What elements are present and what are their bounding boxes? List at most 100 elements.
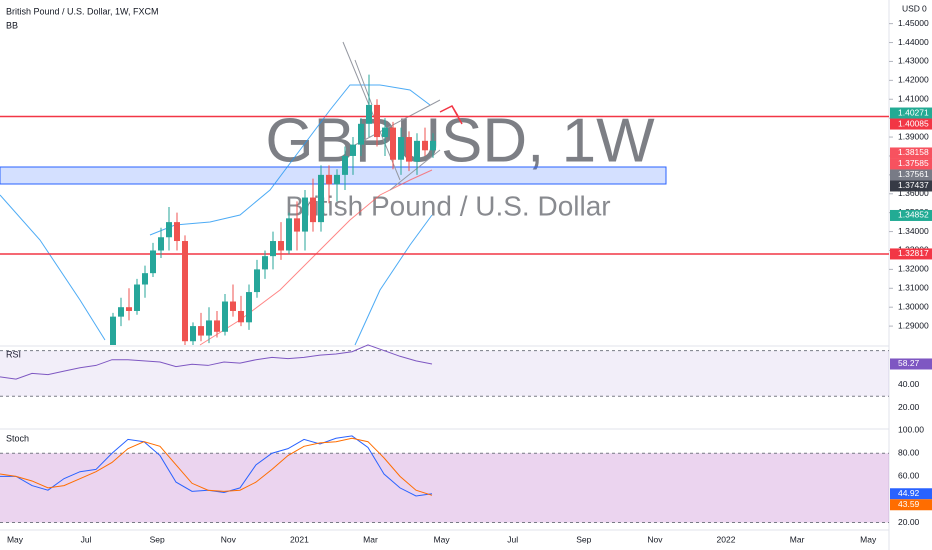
candle-body — [278, 241, 284, 251]
y-tick-label: 100.00 — [898, 424, 924, 434]
y-tick-label: 60.00 — [898, 471, 920, 481]
candle-body — [246, 292, 252, 323]
x-tick-label: Jul — [507, 534, 518, 544]
candle-body — [342, 155, 348, 175]
value-tag-label: 43.59 — [898, 499, 920, 509]
x-tick-label: Mar — [363, 534, 378, 544]
price-tag-label: 1.38158 — [898, 147, 929, 157]
y-tick-label: 1.29000 — [898, 320, 929, 330]
candle-body — [110, 316, 116, 345]
candle-body — [262, 256, 268, 270]
candle-body — [414, 140, 420, 162]
price-tag — [890, 147, 932, 159]
scale-mode[interactable]: 0 — [922, 3, 927, 13]
price-tag — [890, 180, 932, 192]
y-tick-label: 1.43000 — [898, 56, 929, 66]
candle-body — [190, 326, 196, 342]
value-tag — [890, 358, 932, 370]
x-tick-label: Sep — [576, 534, 591, 544]
zone-rectangle[interactable] — [0, 166, 667, 185]
x-tick-label: Mar — [790, 534, 805, 544]
price-tag — [890, 158, 932, 170]
value-tag — [890, 499, 932, 511]
bollinger-bands — [0, 84, 433, 346]
candle-body — [366, 104, 372, 124]
candle-body — [230, 301, 236, 311]
candle-body — [326, 174, 332, 185]
candle-body — [254, 269, 260, 293]
x-tick-label: Jul — [81, 534, 92, 544]
rsi-label: RSI — [6, 349, 21, 359]
y-tick-label: 1.39000 — [898, 131, 929, 141]
stoch-label: Stoch — [6, 433, 29, 443]
value-tag-label: 58.27 — [898, 358, 920, 368]
y-tick-label: 1.32000 — [898, 264, 929, 274]
candle-body — [406, 137, 412, 162]
price-tag-label: 1.40085 — [898, 118, 929, 128]
currency-label[interactable]: USD — [902, 3, 920, 13]
price-tag-label: 1.37437 — [898, 180, 929, 190]
band — [0, 453, 889, 523]
candle-body — [350, 144, 356, 156]
candle-body — [166, 222, 172, 238]
y-tick-label: 1.36000 — [898, 188, 929, 198]
price-tag — [890, 107, 932, 119]
candle-body — [422, 140, 428, 151]
value-tag — [890, 488, 932, 500]
candle-body — [358, 123, 364, 145]
band — [0, 350, 889, 397]
candle-body — [182, 241, 188, 342]
candle-body — [150, 250, 156, 274]
candle-body — [158, 237, 164, 251]
price-tag-label: 1.37585 — [898, 158, 929, 168]
price-tag-label: 1.37561 — [898, 169, 929, 179]
candle-body — [126, 307, 132, 311]
x-tick-label: Sep — [150, 534, 165, 544]
candle-body — [382, 127, 388, 138]
candle-body — [430, 140, 436, 151]
indicator-line — [0, 344, 433, 380]
y-tick-label: 1.45000 — [898, 18, 929, 28]
candle-body — [238, 310, 244, 323]
y-tick-label: 20.00 — [898, 402, 920, 412]
x-tick-label: May — [434, 534, 451, 544]
price-tag-label: 1.34852 — [898, 210, 929, 220]
candle-body — [134, 284, 140, 311]
candle-body — [174, 222, 180, 242]
candle-body — [118, 307, 124, 317]
watermark-symbol: GBPUSD, 1W — [265, 106, 655, 175]
watermark-name: British Pound / U.S. Dollar — [285, 190, 610, 221]
price-tag-label: 1.40271 — [898, 107, 929, 117]
candle-body — [198, 326, 204, 336]
y-tick-label: 1.31000 — [898, 283, 929, 293]
price-tag — [890, 248, 932, 260]
x-tick-label: Nov — [647, 534, 663, 544]
x-tick-label: 2021 — [290, 534, 309, 544]
candle-body — [214, 320, 220, 332]
arrow-drawing[interactable] — [439, 105, 463, 125]
candle-body — [390, 127, 396, 160]
x-tick-label: 2022 — [717, 534, 736, 544]
x-tick-label: Nov — [221, 534, 237, 544]
value-tag-label: 44.92 — [898, 488, 920, 498]
price-tag — [890, 169, 932, 181]
candle-body — [398, 137, 404, 160]
x-tick-label: May — [7, 534, 24, 544]
indicator-line — [0, 437, 433, 496]
candle-body — [334, 174, 340, 185]
candle-body — [318, 174, 324, 223]
y-tick-label: 1.44000 — [898, 37, 929, 47]
y-tick-label: 1.42000 — [898, 75, 929, 85]
chart-title: British Pound / U.S. Dollar, 1W, FXCM — [6, 6, 159, 16]
y-tick-label: 1.41000 — [898, 93, 929, 103]
candle-body — [270, 241, 276, 257]
candle-body — [302, 197, 308, 232]
candle-body — [142, 273, 148, 285]
y-tick-label: 1.30000 — [898, 301, 929, 311]
x-tick-label: May — [860, 534, 877, 544]
candle-body — [222, 301, 228, 332]
y-tick-label: 20.00 — [898, 517, 920, 527]
y-tick-label: 80.00 — [898, 448, 920, 458]
